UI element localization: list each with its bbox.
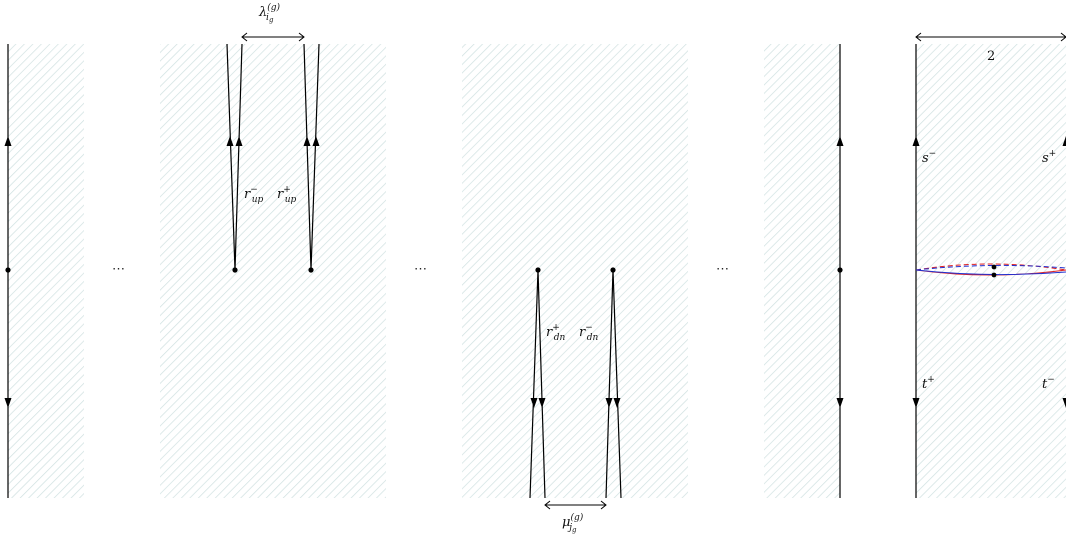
- r-up-plus-base: r: [277, 187, 284, 202]
- lambda-base: λ: [259, 5, 268, 20]
- strip-1: [8, 44, 84, 498]
- strip4-down-arrow: [836, 398, 844, 408]
- t-minus-base: t: [1042, 377, 1048, 392]
- r-up-right-pair: [303, 43, 320, 271]
- r-dn-minus-sup: −: [585, 323, 593, 333]
- r-dn-left-arrow-1: [530, 398, 538, 408]
- strip5-right-down-arrow: [1062, 398, 1066, 408]
- strip-5: [916, 44, 1066, 498]
- r-dn-right-arrow-1: [605, 398, 613, 408]
- t-plus-sup: +: [927, 375, 935, 385]
- r-dn-plus-base: r: [546, 325, 553, 340]
- t-minus-label: t−: [1042, 375, 1055, 392]
- r-dn-left-pair: [529, 269, 546, 499]
- r-dn-minus-label: r−dn: [579, 323, 604, 343]
- r-up-plus-sup: +: [283, 185, 291, 195]
- left-up-arrow: [4, 136, 12, 146]
- r-dn-plus-label: r+dn: [546, 323, 571, 343]
- r-up-minus-sub: up: [251, 195, 264, 205]
- ellipsis-3: ⋯: [716, 262, 731, 277]
- r-up-left-pair: [226, 43, 243, 271]
- s-minus-base: s: [922, 151, 929, 166]
- r-dn-right-arrow-2: [613, 398, 621, 408]
- r-up-left-dot: [232, 267, 238, 273]
- r-dn-right-pair: [605, 269, 622, 499]
- mu-width-marker: [544, 500, 607, 510]
- ellipsis-1: ⋯: [112, 262, 127, 277]
- r-up-right-arrow-1: [303, 136, 311, 146]
- red-curve: [915, 263, 1066, 271]
- r-dn-plus-sub: dn: [553, 333, 566, 343]
- width-two-marker: [915, 32, 1066, 42]
- strip5-upper-dot: [991, 264, 997, 270]
- strip-2: [160, 44, 386, 498]
- r-up-minus-label: r−up: [244, 185, 269, 205]
- lambda-sub: i: [266, 13, 269, 23]
- width-two-label: 2: [987, 49, 996, 64]
- r-up-left-arrow-2: [235, 136, 243, 146]
- strip4-dot: [837, 267, 843, 273]
- r-dn-minus-base: r: [579, 325, 586, 340]
- blue-curve: [915, 264, 1066, 271]
- left-dot: [5, 267, 11, 273]
- s-plus-label: s+: [1042, 149, 1057, 166]
- r-dn-plus-sup: +: [552, 323, 560, 333]
- mu-label: μ(g)jg: [562, 513, 591, 534]
- strip5-lower-dot: [991, 272, 997, 278]
- r-dn-left-dot: [535, 267, 541, 273]
- r-dn-left-arrow-2: [538, 398, 546, 408]
- blue-curve-lower: [915, 269, 1066, 276]
- t-plus-label: t+: [922, 375, 935, 392]
- lambda-subsub: g: [268, 16, 274, 24]
- strip5-right-up-arrow: [1062, 136, 1066, 146]
- s-plus-sup: +: [1048, 149, 1057, 159]
- r-up-right-dot: [308, 267, 314, 273]
- strip-4: [764, 44, 840, 498]
- s-plus-base: s: [1042, 151, 1049, 166]
- strip5-down-arrow: [912, 398, 920, 408]
- left-down-arrow: [4, 398, 12, 408]
- lambda-width-marker: [241, 32, 305, 42]
- t-plus-base: t: [922, 377, 928, 392]
- strip-3: [462, 44, 688, 498]
- r-dn-minus-sub: dn: [586, 333, 599, 343]
- strip4-up-arrow: [836, 136, 844, 146]
- mu-sub: j: [569, 523, 573, 533]
- r-up-right-arrow-2: [312, 136, 320, 146]
- lambda-sup: (g): [267, 3, 281, 13]
- t-minus-sup: −: [1047, 375, 1055, 385]
- mu-sup: (g): [570, 513, 584, 523]
- r-up-plus-sub: up: [284, 195, 297, 205]
- r-up-plus-label: r+up: [277, 185, 302, 205]
- mu-base: μ: [562, 515, 571, 530]
- r-up-minus-base: r: [244, 187, 251, 202]
- r-up-minus-sup: −: [250, 185, 258, 195]
- r-dn-right-dot: [610, 267, 616, 273]
- r-up-left-arrow-1: [226, 136, 234, 146]
- s-minus-label: s−: [922, 149, 937, 166]
- s-minus-sup: −: [928, 149, 937, 159]
- strip5-up-arrow: [912, 136, 920, 146]
- mu-subsub: g: [572, 526, 577, 534]
- ellipsis-2: ⋯: [414, 262, 429, 277]
- lambda-label: λ(g)ig: [259, 3, 287, 24]
